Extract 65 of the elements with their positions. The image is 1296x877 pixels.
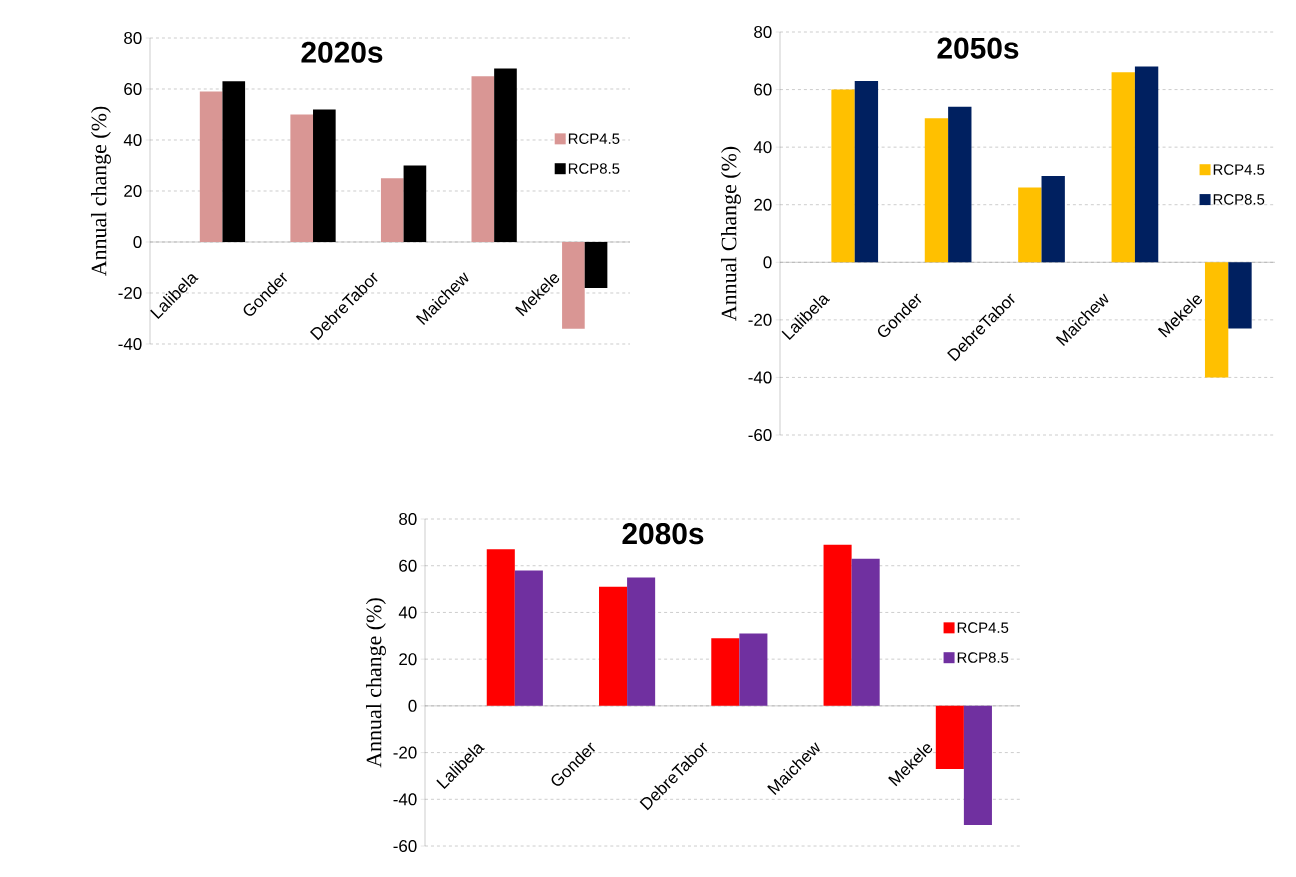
y-axis-title: Annual change (%) xyxy=(365,598,386,768)
bar xyxy=(851,558,880,706)
bar xyxy=(627,577,656,706)
y-tick-label: -20 xyxy=(748,313,772,326)
y-tick-label: -20 xyxy=(393,746,417,759)
bar xyxy=(471,76,495,242)
y-tick-label: -20 xyxy=(118,287,142,299)
bar xyxy=(494,68,517,242)
y-tick-label: 80 xyxy=(754,26,772,38)
y-tick-label: -60 xyxy=(393,840,417,853)
y-tick-label: 40 xyxy=(123,134,142,146)
bar xyxy=(963,705,992,825)
bar xyxy=(403,165,427,242)
bar xyxy=(948,106,972,263)
bar xyxy=(380,178,404,242)
y-tick-label: -40 xyxy=(118,338,142,350)
y-tick-label: 0 xyxy=(408,699,417,712)
bar xyxy=(313,109,336,242)
bar xyxy=(599,586,628,706)
legend-label: RCP8.5 xyxy=(1213,194,1265,205)
y-tick-label: 60 xyxy=(124,83,142,95)
bar xyxy=(823,544,852,706)
bar xyxy=(199,91,223,242)
y-axis-title: Annual Change (%) xyxy=(720,146,741,321)
y-tick-label: 0 xyxy=(133,236,142,248)
chart-title: 2050s xyxy=(937,37,1019,59)
bar xyxy=(1134,66,1159,263)
y-tick-label: 80 xyxy=(399,513,417,526)
bar xyxy=(1018,187,1042,263)
bar xyxy=(935,705,964,769)
y-tick-label: 40 xyxy=(753,141,772,154)
bar xyxy=(711,638,740,706)
legend-label: RCP4.5 xyxy=(568,133,620,144)
y-tick-label: 20 xyxy=(399,653,417,666)
bar xyxy=(1204,262,1229,378)
y-tick-label: -40 xyxy=(748,371,772,384)
bar xyxy=(562,242,585,329)
bar xyxy=(1111,72,1135,263)
y-tick-label: 80 xyxy=(124,32,142,44)
bar xyxy=(222,81,246,242)
y-tick-label: 40 xyxy=(398,606,417,619)
legend-label: RCP4.5 xyxy=(1213,164,1265,175)
y-tick-label: 60 xyxy=(754,83,772,96)
chart-title: 2020s xyxy=(301,41,383,63)
legend-label: RCP8.5 xyxy=(957,652,1009,663)
bar xyxy=(1228,262,1252,329)
bar xyxy=(924,118,949,263)
y-axis-title: Annual change (%) xyxy=(90,106,111,276)
y-tick-label: 0 xyxy=(763,256,772,269)
y-tick-label: -40 xyxy=(393,793,417,806)
bar xyxy=(831,89,855,263)
chart-title: 2080s xyxy=(622,523,704,545)
bar xyxy=(514,570,543,706)
bar xyxy=(290,114,314,242)
y-tick-label: 60 xyxy=(399,559,417,572)
y-tick-label: -60 xyxy=(748,429,772,442)
bar xyxy=(739,633,768,706)
legend-label: RCP8.5 xyxy=(568,163,620,174)
bar xyxy=(486,549,515,706)
bar xyxy=(584,242,608,288)
bar xyxy=(854,80,879,263)
y-tick-label: 20 xyxy=(124,185,142,197)
bar xyxy=(1041,175,1065,263)
legend-label: RCP4.5 xyxy=(957,622,1009,633)
y-tick-label: 20 xyxy=(754,198,772,211)
